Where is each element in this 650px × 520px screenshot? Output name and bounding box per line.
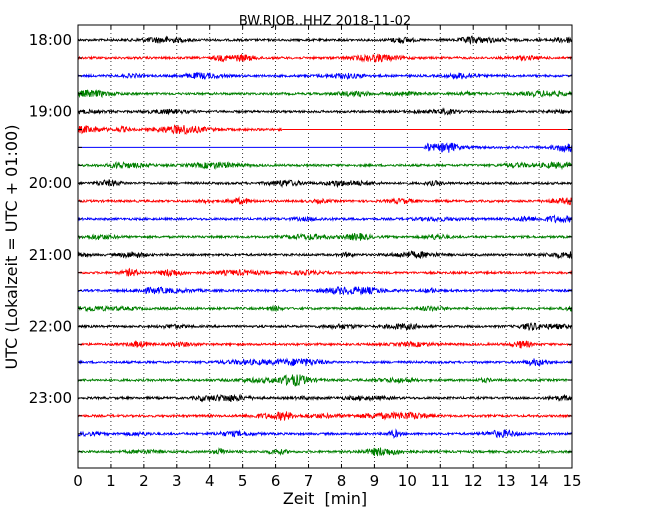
x-tick-label: 12 (464, 472, 483, 490)
plot-frame (77, 24, 573, 469)
x-tick-label: 9 (370, 472, 380, 490)
seismic-trace (77, 89, 573, 99)
x-tick-label: 3 (172, 472, 182, 490)
x-tick-label: 8 (337, 472, 347, 490)
y-tick-label: 18:00 (29, 31, 72, 49)
seismic-trace (77, 53, 573, 64)
seismic-trace (77, 285, 573, 296)
seismic-trace (77, 71, 573, 81)
y-tick-label: 23:00 (29, 389, 72, 407)
seismic-trace (77, 304, 573, 313)
axis-ticks: 0 1 2 3 4 5 6 7 8 9 10 11 12 13 14 1518:0019:0020:0021:… (29, 25, 582, 490)
y-tick-label: 20:00 (29, 174, 72, 192)
seismic-trace (77, 357, 573, 368)
trace-lines (77, 35, 573, 457)
seismic-trace (77, 340, 573, 349)
x-tick-label: 1 (106, 472, 116, 490)
x-tick-label: 6 (271, 472, 281, 490)
x-tick-label: 7 (304, 472, 314, 490)
seismic-trace (77, 196, 573, 206)
seismic-trace (423, 142, 573, 153)
seismic-trace (77, 322, 573, 332)
seismic-trace (77, 232, 573, 241)
seismic-trace (77, 179, 573, 189)
seismic-trace (77, 35, 573, 45)
seismic-trace (77, 447, 573, 457)
x-axis-title: Zeit [min] (283, 489, 367, 508)
seismic-trace (77, 374, 573, 387)
seismic-trace (77, 107, 573, 116)
y-tick-label: 22:00 (29, 317, 72, 335)
x-tick-label: 5 (238, 472, 248, 490)
x-tick-label: 4 (205, 472, 215, 490)
y-tick-label: 21:00 (29, 246, 72, 264)
seismic-trace (77, 410, 573, 421)
x-tick-label: 0 (73, 472, 83, 490)
seismic-trace (77, 161, 573, 171)
x-tick-label: 10 (398, 472, 417, 490)
y-axis-title: UTC (Lokalzeit = UTC + 01:00) (2, 125, 21, 370)
seismic-trace (77, 393, 573, 403)
x-tick-label: 2 (139, 472, 149, 490)
x-tick-label: 11 (431, 472, 450, 490)
x-tick-label: 15 (562, 472, 581, 490)
x-tick-label: 13 (497, 472, 516, 490)
y-tick-label: 19:00 (29, 103, 72, 121)
seismic-trace (77, 124, 283, 136)
seismic-trace (77, 214, 573, 224)
chart-title: BW.RJOB..HHZ 2018-11-02 (239, 14, 411, 29)
grid-lines (110, 25, 540, 468)
seismic-trace (77, 250, 573, 260)
seismic-trace (77, 428, 573, 439)
seismic-trace (77, 267, 573, 278)
x-tick-label: 14 (530, 472, 549, 490)
